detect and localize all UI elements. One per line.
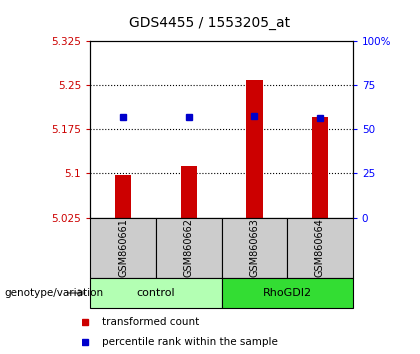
Bar bbox=[90, 218, 156, 278]
Bar bbox=[222, 278, 353, 308]
Text: GSM860662: GSM860662 bbox=[184, 218, 194, 277]
Text: RhoGDI2: RhoGDI2 bbox=[262, 288, 312, 298]
Text: genotype/variation: genotype/variation bbox=[4, 288, 103, 298]
Bar bbox=[287, 218, 353, 278]
Bar bbox=[115, 175, 131, 218]
Bar bbox=[222, 218, 287, 278]
Bar bbox=[312, 118, 328, 218]
Text: transformed count: transformed count bbox=[102, 318, 200, 327]
Bar bbox=[156, 218, 222, 278]
Bar bbox=[181, 166, 197, 218]
Bar bbox=[90, 278, 222, 308]
Text: GSM860663: GSM860663 bbox=[249, 218, 260, 277]
Text: GSM860664: GSM860664 bbox=[315, 218, 325, 277]
Bar bbox=[246, 80, 262, 218]
Text: control: control bbox=[136, 288, 175, 298]
Text: percentile rank within the sample: percentile rank within the sample bbox=[102, 337, 278, 347]
Text: GSM860661: GSM860661 bbox=[118, 218, 128, 277]
Text: GDS4455 / 1553205_at: GDS4455 / 1553205_at bbox=[129, 16, 291, 30]
